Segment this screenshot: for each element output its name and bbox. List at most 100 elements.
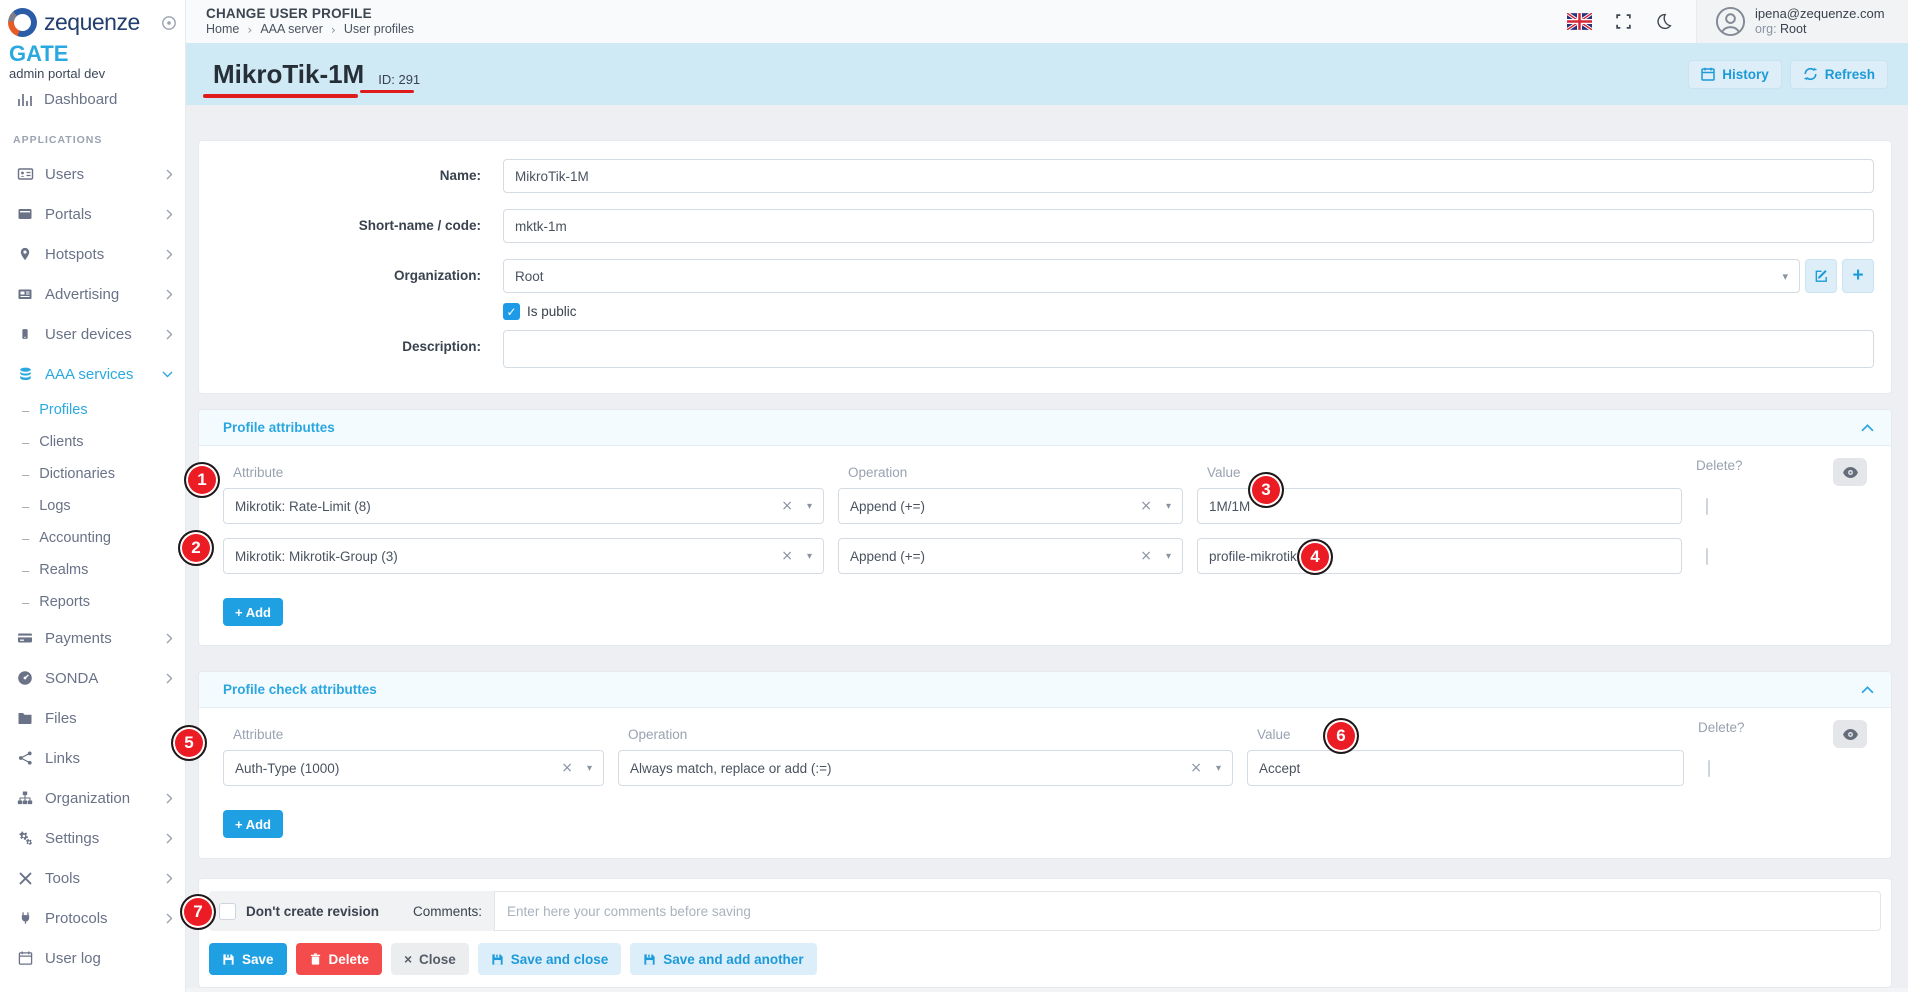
dash-icon: – [22,594,30,610]
attribute-select[interactable]: Mikrotik: Mikrotik-Group (3) × ▾ [223,538,824,574]
sidebar-item-organization[interactable]: Organization [0,778,185,818]
dark-mode-moon-icon[interactable] [1655,13,1672,30]
caret-down-icon: ▾ [1215,762,1221,774]
sidebar-item-dashboard[interactable]: Dashboard [0,85,185,114]
description-textarea[interactable] [503,330,1874,368]
short-name-input[interactable] [503,209,1874,243]
sidebar-item-user-devices[interactable]: User devices [0,314,185,354]
chevron-right-icon [166,289,173,300]
add-attribute-button[interactable]: + Add [223,598,283,626]
sidebar-subitem-logs[interactable]: – Logs [22,498,71,514]
add-organization-button[interactable]: + [1842,259,1874,293]
clear-x-icon[interactable]: × [1140,498,1152,514]
title-band: MikroTik-1M ID: 291 History Refresh [186,43,1908,105]
add-check-attribute-button[interactable]: + Add [223,810,283,838]
avatar-icon [1715,6,1746,37]
name-input[interactable] [503,159,1874,193]
dash-icon: – [22,498,30,514]
sidebar-item-portals[interactable]: Portals [0,194,185,234]
breadcrumb-separator: › [247,22,253,37]
clear-x-icon[interactable]: × [1190,760,1202,776]
value-input[interactable] [1197,488,1682,524]
clear-x-icon[interactable]: × [561,760,573,776]
sidebar-item-links[interactable]: Links [0,738,185,778]
operation-select[interactable]: Append (+=) × ▾ [838,538,1183,574]
sidebar-item-users[interactable]: Users [0,154,185,194]
breadcrumb-aaa-server[interactable]: AAA server [260,22,323,36]
sidebar-item-settings[interactable]: Settings [0,818,185,858]
sidebar-item-sonda[interactable]: SONDA [0,658,185,698]
attribute-select[interactable]: Mikrotik: Rate-Limit (8) × ▾ [223,488,824,524]
org-value: Root [1780,21,1807,36]
sidebar-subitem-accounting[interactable]: – Accounting [22,530,111,546]
breadcrumb-home[interactable]: Home [206,22,240,36]
sidebar-item-tools[interactable]: Tools [0,858,185,898]
collapse-chevron-up-icon[interactable] [1861,685,1874,694]
credit-card-icon [16,630,34,646]
profile-check-attributes-header[interactable]: Profile check attributtes [199,672,1891,708]
eye-visibility-button[interactable] [1833,720,1867,748]
sidebar-subitem-clients[interactable]: – Clients [22,434,84,450]
caret-down-icon: ▾ [806,500,812,512]
caret-down-icon: ▾ [586,762,592,774]
operation-select[interactable]: Always match, replace or add (:=) × ▾ [618,750,1233,786]
user-menu[interactable]: ipena@zequenze.com org: Root [1696,0,1908,43]
chevron-right-icon [166,169,173,180]
dash-icon: – [22,530,30,546]
attribute-select[interactable]: Auth-Type (1000) × ▾ [223,750,604,786]
user-email: ipena@zequenze.com [1755,5,1885,21]
breadcrumb-user-profiles[interactable]: User profiles [343,22,415,36]
close-button[interactable]: × Close [391,943,469,975]
clear-x-icon[interactable]: × [1140,548,1152,564]
clear-x-icon[interactable]: × [781,548,793,564]
share-icon [16,750,34,766]
column-value: Value [1207,464,1241,480]
collapse-chevron-up-icon[interactable] [1861,423,1874,432]
value-input[interactable] [1247,750,1684,786]
sidebar-item-protocols[interactable]: Protocols [0,898,185,938]
chevron-right-icon [166,673,173,684]
delete-checkbox[interactable] [1706,497,1708,515]
delete-checkbox[interactable] [1708,759,1710,777]
sidebar-subitem-profiles[interactable]: – Profiles [22,402,88,418]
sidebar-subitem-dictionaries[interactable]: – Dictionaries [22,466,115,482]
comments-input[interactable] [494,891,1881,931]
history-button[interactable]: History [1688,59,1782,89]
org-label: org: [1755,21,1777,36]
clear-x-icon[interactable]: × [781,498,793,514]
name-label: Name: [439,168,481,183]
is-public-checkbox[interactable]: ✓ [503,303,520,320]
sidebar-item-payments[interactable]: Payments [0,618,185,658]
caret-down-icon: ▾ [1165,500,1171,512]
dash-icon: – [22,466,30,482]
refresh-button[interactable]: Refresh [1789,59,1888,89]
fullscreen-icon[interactable] [1615,13,1632,30]
language-flag-icon[interactable] [1567,13,1592,30]
footer: 2025 © zequenze Terms of service | Priva… [186,988,1908,992]
sidebar-subitem-realms[interactable]: – Realms [22,562,89,578]
sidebar-item-user-log[interactable]: User log [0,938,185,978]
eye-visibility-button[interactable] [1833,458,1867,486]
organization-select[interactable]: Root ▾ [503,259,1800,293]
delete-button[interactable]: Delete [295,943,383,975]
sidebar-collapse-icon[interactable] [161,15,177,31]
sidebar-subitem-reports[interactable]: – Reports [22,594,91,610]
sidebar-item-advertising[interactable]: Advertising [0,274,185,314]
value-input[interactable] [1197,538,1682,574]
sidebar-item-aaa-services[interactable]: AAA services [0,354,185,394]
brand-name: zequenze [44,9,140,35]
save-and-close-button[interactable]: Save and close [477,943,622,975]
save-and-add-another-button[interactable]: Save and add another [630,943,817,975]
sidebar-item-files[interactable]: Files [0,698,185,738]
check-icon: ✓ [506,304,517,319]
chevron-right-icon [166,793,173,804]
gauge-icon [16,670,34,686]
attribute-row: Mikrotik: Mikrotik-Group (3) × ▾ Append … [223,538,1867,574]
dont-create-revision-checkbox[interactable] [219,902,236,920]
delete-checkbox[interactable] [1706,547,1708,565]
profile-attributes-header[interactable]: Profile attributtes [199,410,1891,446]
operation-select[interactable]: Append (+=) × ▾ [838,488,1183,524]
save-button[interactable]: Save [209,943,287,975]
sidebar-item-hotspots[interactable]: Hotspots [0,234,185,274]
edit-organization-button[interactable] [1805,259,1837,293]
